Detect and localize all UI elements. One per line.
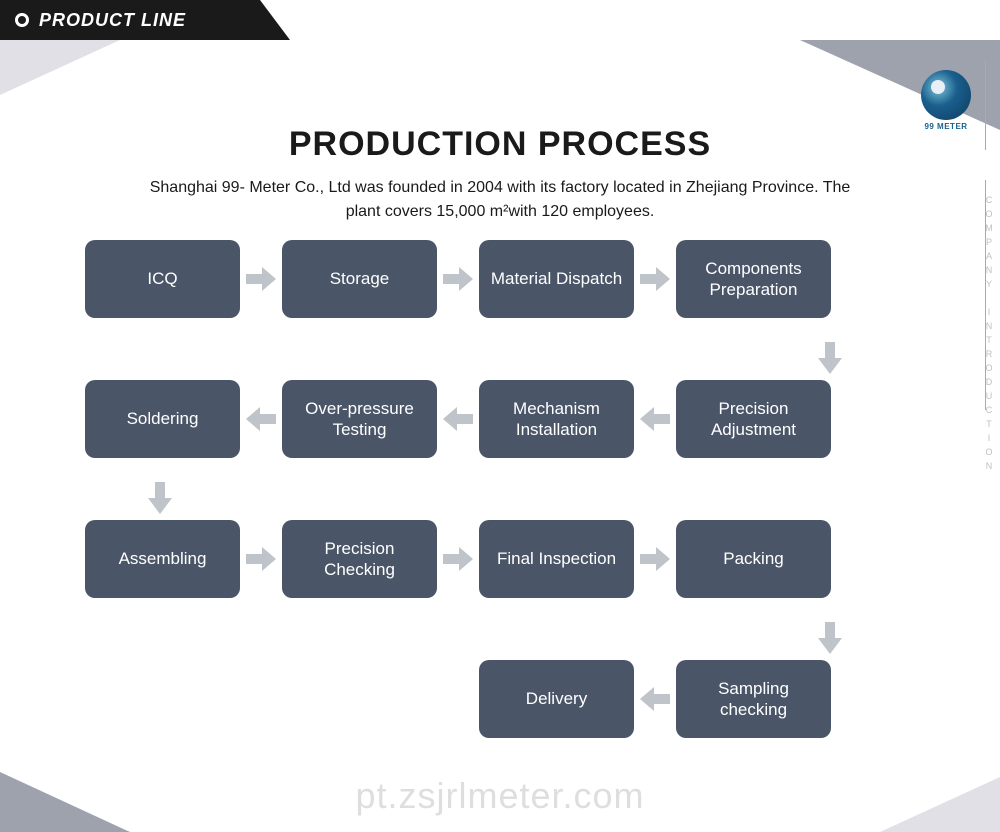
header-bar: PRODUCT LINE <box>0 0 1000 40</box>
flow-node-storage: Storage <box>282 240 437 318</box>
flow-node-final-inspection: Final Inspection <box>479 520 634 598</box>
flow-node-icq: ICQ <box>85 240 240 318</box>
decor-triangle-top-left <box>0 40 120 95</box>
page-subtitle: Shanghai 99- Meter Co., Ltd was founded … <box>140 176 860 224</box>
arrow-right-icon <box>437 544 479 574</box>
arrow-left-icon <box>634 684 676 714</box>
arrow-right-icon <box>634 264 676 294</box>
flow-row-1: ICQ Storage Material Dispatch Components… <box>85 240 905 318</box>
flow-node-mechanism-installation: Mechanism Installation <box>479 380 634 458</box>
gold-divider-bottom <box>985 180 986 410</box>
arrow-right-icon <box>240 264 282 294</box>
flow-row-4: Delivery Sampling checking <box>85 660 905 738</box>
logo-icon <box>921 70 971 120</box>
logo-text: 99 METER <box>924 122 967 131</box>
flow-node-precision-checking: Precision Checking <box>282 520 437 598</box>
arrow-down-icon <box>85 616 905 660</box>
header-label: PRODUCT LINE <box>0 2 216 39</box>
arrow-down-icon <box>85 476 905 520</box>
arrow-down-icon <box>85 336 905 380</box>
header-slant <box>260 0 290 40</box>
arrow-left-icon <box>240 404 282 434</box>
flow-node-precision-adjustment: Precision Adjustment <box>676 380 831 458</box>
arrow-left-icon <box>437 404 479 434</box>
page-title: PRODUCTION PROCESS <box>0 125 1000 164</box>
flow-row-2: Soldering Over-pressure Testing Mechanis… <box>85 380 905 458</box>
decor-triangle-bottom-left <box>0 772 130 832</box>
arrow-right-icon <box>437 264 479 294</box>
arrow-right-icon <box>240 544 282 574</box>
flow-node-components-preparation: Components Preparation <box>676 240 831 318</box>
watermark-text: pt.zsjrlmeter.com <box>0 775 1000 817</box>
flow-row-3: Assembling Precision Checking Final Insp… <box>85 520 905 598</box>
flow-node-sampling-checking: Sampling checking <box>676 660 831 738</box>
flowchart: ICQ Storage Material Dispatch Components… <box>85 240 905 756</box>
arrow-right-icon <box>634 544 676 574</box>
flow-spacer <box>282 660 437 738</box>
logo: 99 METER <box>917 70 975 140</box>
flow-node-overpressure-testing: Over-pressure Testing <box>282 380 437 458</box>
flow-spacer <box>85 660 240 738</box>
flow-node-material-dispatch: Material Dispatch <box>479 240 634 318</box>
decor-triangle-bottom-right <box>880 777 1000 832</box>
gold-divider-top <box>985 60 986 150</box>
flow-node-assembling: Assembling <box>85 520 240 598</box>
flow-node-soldering: Soldering <box>85 380 240 458</box>
flow-node-packing: Packing <box>676 520 831 598</box>
flow-node-delivery: Delivery <box>479 660 634 738</box>
header-bullet-icon <box>15 13 29 27</box>
arrow-left-icon <box>634 404 676 434</box>
